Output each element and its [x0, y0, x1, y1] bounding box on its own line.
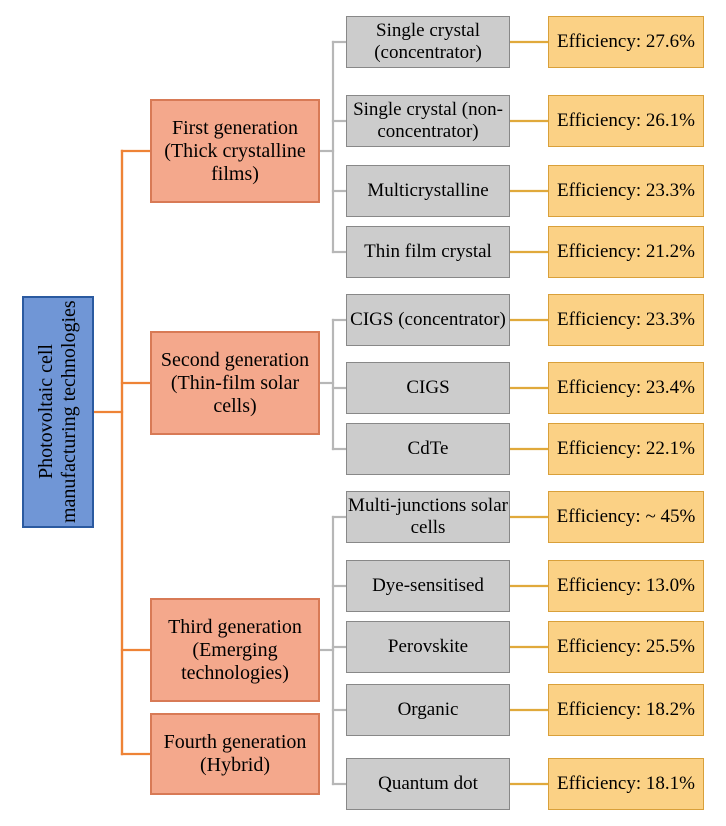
efficiency-node: Efficiency: 18.1%: [548, 758, 704, 810]
efficiency-node: Efficiency: 27.6%: [548, 16, 704, 68]
technology-node: Dye-sensitised: [346, 560, 510, 612]
technology-node: Single crystal (concentrator): [346, 16, 510, 68]
efficiency-node: Efficiency: 23.3%: [548, 165, 704, 217]
technology-node: CdTe: [346, 423, 510, 475]
efficiency-node: Efficiency: 23.3%: [548, 294, 704, 346]
technology-node: Quantum dot: [346, 758, 510, 810]
root-node: Photovoltaic cell manufacturing technolo…: [22, 296, 94, 528]
technology-node: Single crystal (non-concentrator): [346, 95, 510, 147]
efficiency-node: Efficiency: 23.4%: [548, 362, 704, 414]
efficiency-node: Efficiency: ~ 45%: [548, 491, 704, 543]
technology-node: Thin film crystal: [346, 226, 510, 278]
efficiency-node: Efficiency: 18.2%: [548, 684, 704, 736]
generation-node: Second generation (Thin-film solar cells…: [150, 331, 320, 435]
technology-node: Multi-junctions solar cells: [346, 491, 510, 543]
technology-node: Organic: [346, 684, 510, 736]
efficiency-node: Efficiency: 22.1%: [548, 423, 704, 475]
efficiency-node: Efficiency: 21.2%: [548, 226, 704, 278]
efficiency-node: Efficiency: 25.5%: [548, 621, 704, 673]
efficiency-node: Efficiency: 13.0%: [548, 560, 704, 612]
technology-node: Perovskite: [346, 621, 510, 673]
technology-node: CIGS: [346, 362, 510, 414]
technology-node: Multicrystalline: [346, 165, 510, 217]
generation-node: First generation (Thick crystalline film…: [150, 99, 320, 203]
diagram-canvas: Photovoltaic cell manufacturing technolo…: [0, 0, 726, 826]
technology-node: CIGS (concentrator): [346, 294, 510, 346]
generation-node: Fourth generation (Hybrid): [150, 713, 320, 795]
generation-node: Third generation (Emerging technologies): [150, 598, 320, 702]
efficiency-node: Efficiency: 26.1%: [548, 95, 704, 147]
